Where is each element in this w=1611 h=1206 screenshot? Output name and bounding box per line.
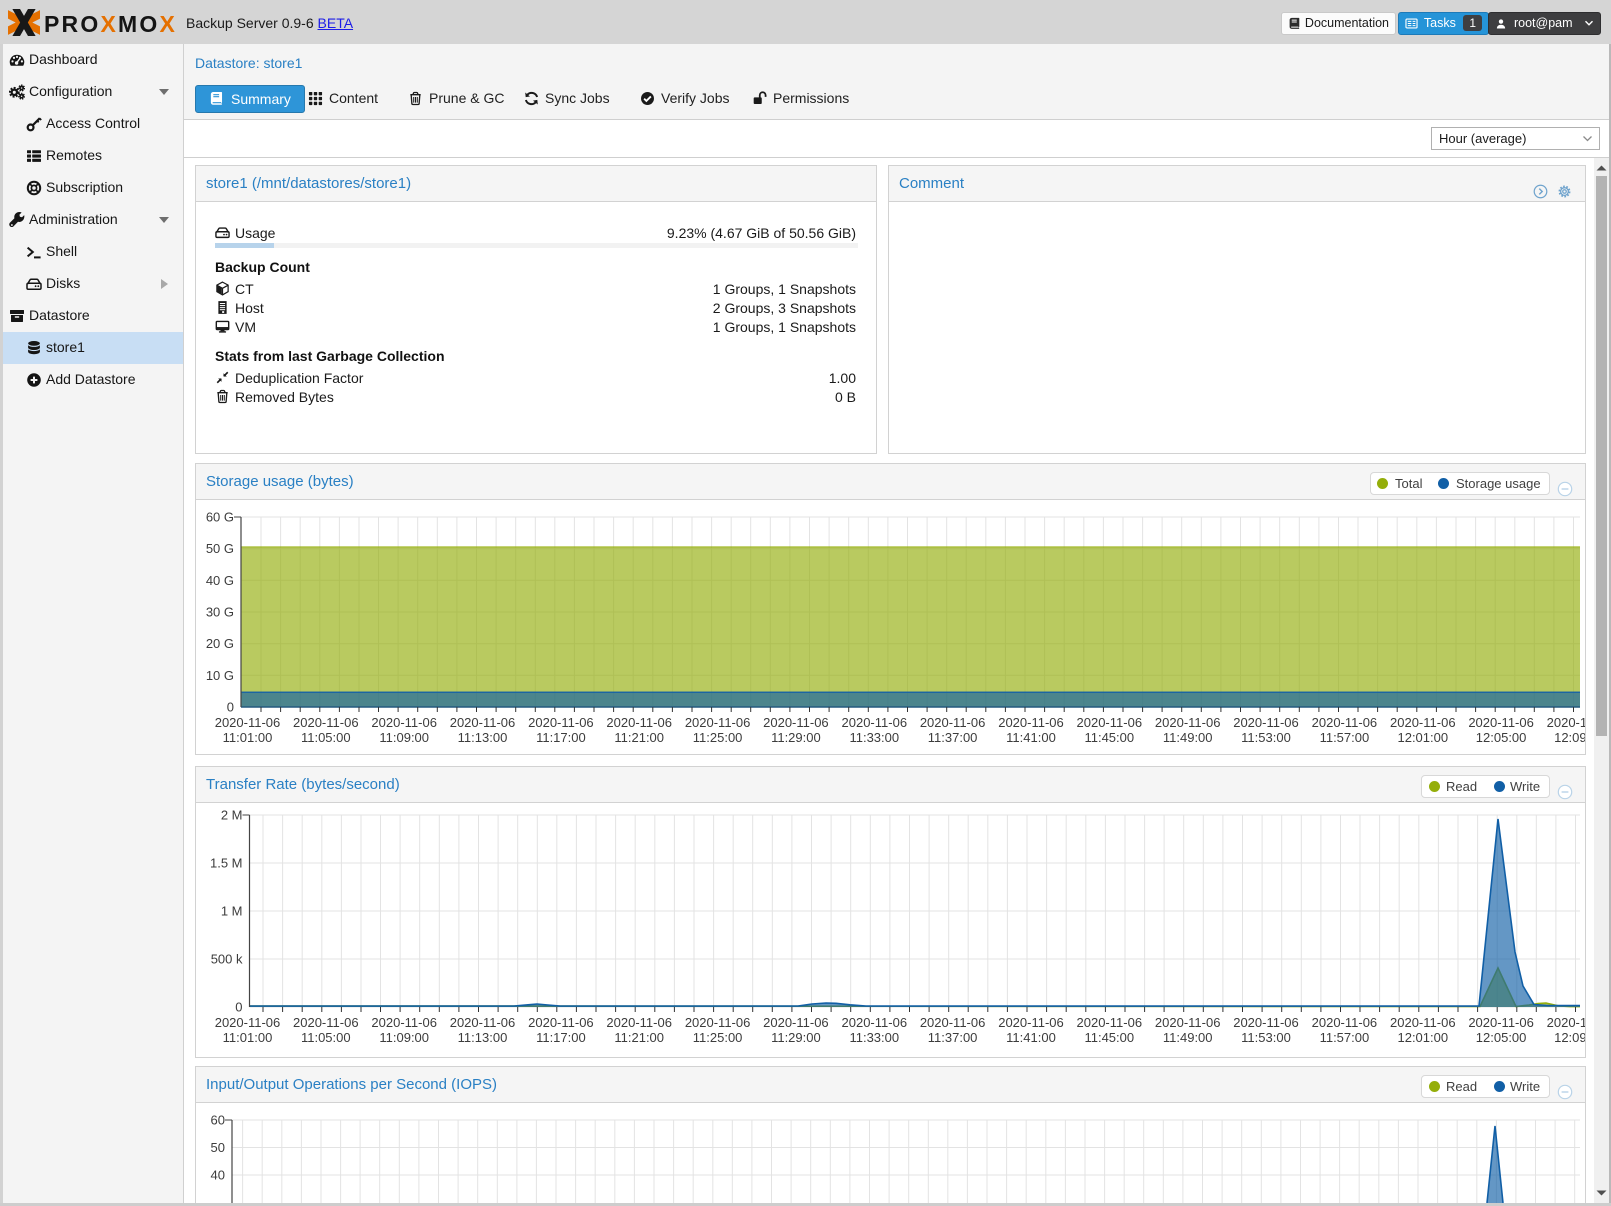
svg-text:12:01:00: 12:01:00 bbox=[1397, 730, 1448, 745]
svg-text:2020-11-06: 2020-11-06 bbox=[920, 715, 986, 730]
svg-text:2020-11-06: 2020-11-06 bbox=[842, 715, 908, 730]
svg-text:12:05:00: 12:05:00 bbox=[1476, 730, 1527, 745]
svg-text:12:01:00: 12:01:00 bbox=[1397, 1030, 1448, 1045]
svg-text:2020-11-06: 2020-11-06 bbox=[1312, 715, 1378, 730]
svg-text:2020-11-06: 2020-11-06 bbox=[1468, 1015, 1534, 1030]
svg-text:11:13:00: 11:13:00 bbox=[458, 1030, 508, 1045]
svg-text:2020-11-06: 2020-11-06 bbox=[1077, 715, 1143, 730]
svg-text:11:57:00: 11:57:00 bbox=[1320, 1030, 1370, 1045]
svg-text:11:45:00: 11:45:00 bbox=[1084, 1030, 1134, 1045]
svg-text:11:01:00: 11:01:00 bbox=[223, 730, 273, 745]
svg-text:11:49:00: 11:49:00 bbox=[1163, 730, 1213, 745]
svg-text:2020-11-06: 2020-11-06 bbox=[528, 715, 594, 730]
svg-text:11:17:00: 11:17:00 bbox=[536, 730, 586, 745]
svg-text:11:37:00: 11:37:00 bbox=[928, 730, 978, 745]
svg-text:40: 40 bbox=[211, 1168, 225, 1183]
svg-text:11:45:00: 11:45:00 bbox=[1084, 730, 1134, 745]
svg-text:11:05:00: 11:05:00 bbox=[301, 730, 351, 745]
svg-text:11:33:00: 11:33:00 bbox=[849, 1030, 899, 1045]
svg-text:1 M: 1 M bbox=[221, 904, 243, 919]
svg-text:2020-11-06: 2020-11-06 bbox=[763, 1015, 829, 1030]
svg-text:2020-11-06: 2020-11-06 bbox=[763, 715, 829, 730]
svg-text:11:17:00: 11:17:00 bbox=[536, 1030, 586, 1045]
svg-text:2020-11-06: 2020-11-06 bbox=[371, 715, 437, 730]
svg-text:11:05:00: 11:05:00 bbox=[301, 1030, 351, 1045]
svg-text:1.5 M: 1.5 M bbox=[210, 856, 243, 871]
svg-text:0: 0 bbox=[227, 700, 234, 715]
svg-text:12:05:00: 12:05:00 bbox=[1476, 1030, 1527, 1045]
svg-text:11:37:00: 11:37:00 bbox=[928, 1030, 978, 1045]
svg-text:2020-11-06: 2020-11-06 bbox=[293, 1015, 359, 1030]
svg-text:2020-11-06: 2020-11-06 bbox=[920, 1015, 986, 1030]
svg-text:11:49:00: 11:49:00 bbox=[1163, 1030, 1213, 1045]
svg-text:2020-11-06: 2020-11-06 bbox=[1077, 1015, 1143, 1030]
svg-text:50 G: 50 G bbox=[206, 541, 234, 556]
svg-text:11:25:00: 11:25:00 bbox=[693, 1030, 743, 1045]
svg-text:11:13:00: 11:13:00 bbox=[458, 730, 508, 745]
svg-text:30 G: 30 G bbox=[206, 605, 234, 620]
svg-text:10 G: 10 G bbox=[206, 668, 234, 683]
svg-text:40 G: 40 G bbox=[206, 573, 234, 588]
svg-text:11:53:00: 11:53:00 bbox=[1241, 730, 1291, 745]
svg-text:2020-11-06: 2020-11-06 bbox=[215, 1015, 281, 1030]
svg-text:11:41:00: 11:41:00 bbox=[1006, 1030, 1056, 1045]
svg-text:20 G: 20 G bbox=[206, 636, 234, 651]
svg-text:11:09:00: 11:09:00 bbox=[379, 730, 429, 745]
svg-text:12:09:00: 12:09:00 bbox=[1554, 730, 1585, 745]
svg-text:60: 60 bbox=[211, 1113, 225, 1128]
svg-text:2020-11-06: 2020-11-06 bbox=[606, 715, 672, 730]
svg-text:2020-11-06: 2020-11-06 bbox=[1312, 1015, 1378, 1030]
svg-text:2020-11-06: 2020-11-06 bbox=[606, 1015, 672, 1030]
svg-text:50: 50 bbox=[211, 1140, 225, 1155]
svg-text:2020-11-06: 2020-11-06 bbox=[1547, 1015, 1585, 1030]
svg-text:2020-11-06: 2020-11-06 bbox=[1155, 715, 1221, 730]
svg-text:2020-11-06: 2020-11-06 bbox=[1468, 715, 1534, 730]
svg-text:2020-11-06: 2020-11-06 bbox=[1390, 1015, 1456, 1030]
svg-text:11:33:00: 11:33:00 bbox=[849, 730, 899, 745]
svg-text:2 M: 2 M bbox=[221, 808, 243, 823]
svg-text:11:25:00: 11:25:00 bbox=[693, 730, 743, 745]
svg-text:11:21:00: 11:21:00 bbox=[614, 730, 664, 745]
svg-text:2020-11-06: 2020-11-06 bbox=[1233, 715, 1299, 730]
svg-text:2020-11-06: 2020-11-06 bbox=[1155, 1015, 1221, 1030]
svg-text:2020-11-06: 2020-11-06 bbox=[998, 1015, 1064, 1030]
svg-text:12:09:00: 12:09:00 bbox=[1554, 1030, 1585, 1045]
svg-text:11:29:00: 11:29:00 bbox=[771, 730, 821, 745]
svg-text:2020-11-06: 2020-11-06 bbox=[450, 1015, 516, 1030]
svg-text:2020-11-06: 2020-11-06 bbox=[371, 1015, 437, 1030]
svg-text:0: 0 bbox=[235, 1000, 242, 1015]
svg-text:2020-11-06: 2020-11-06 bbox=[998, 715, 1064, 730]
svg-text:2020-11-06: 2020-11-06 bbox=[450, 715, 516, 730]
svg-text:11:01:00: 11:01:00 bbox=[223, 1030, 273, 1045]
svg-text:11:57:00: 11:57:00 bbox=[1320, 730, 1370, 745]
svg-text:11:21:00: 11:21:00 bbox=[614, 1030, 664, 1045]
svg-text:2020-11-06: 2020-11-06 bbox=[685, 715, 751, 730]
svg-text:2020-11-06: 2020-11-06 bbox=[1233, 1015, 1299, 1030]
svg-text:2020-11-06: 2020-11-06 bbox=[215, 715, 281, 730]
svg-text:2020-11-06: 2020-11-06 bbox=[1547, 715, 1585, 730]
svg-text:2020-11-06: 2020-11-06 bbox=[842, 1015, 908, 1030]
svg-text:2020-11-06: 2020-11-06 bbox=[293, 715, 359, 730]
svg-text:11:53:00: 11:53:00 bbox=[1241, 1030, 1291, 1045]
svg-text:500 k: 500 k bbox=[211, 952, 243, 967]
svg-text:11:29:00: 11:29:00 bbox=[771, 1030, 821, 1045]
svg-text:2020-11-06: 2020-11-06 bbox=[528, 1015, 594, 1030]
svg-text:60 G: 60 G bbox=[206, 510, 234, 525]
svg-text:11:41:00: 11:41:00 bbox=[1006, 730, 1056, 745]
svg-text:2020-11-06: 2020-11-06 bbox=[685, 1015, 751, 1030]
svg-text:11:09:00: 11:09:00 bbox=[379, 1030, 429, 1045]
svg-text:2020-11-06: 2020-11-06 bbox=[1390, 715, 1456, 730]
